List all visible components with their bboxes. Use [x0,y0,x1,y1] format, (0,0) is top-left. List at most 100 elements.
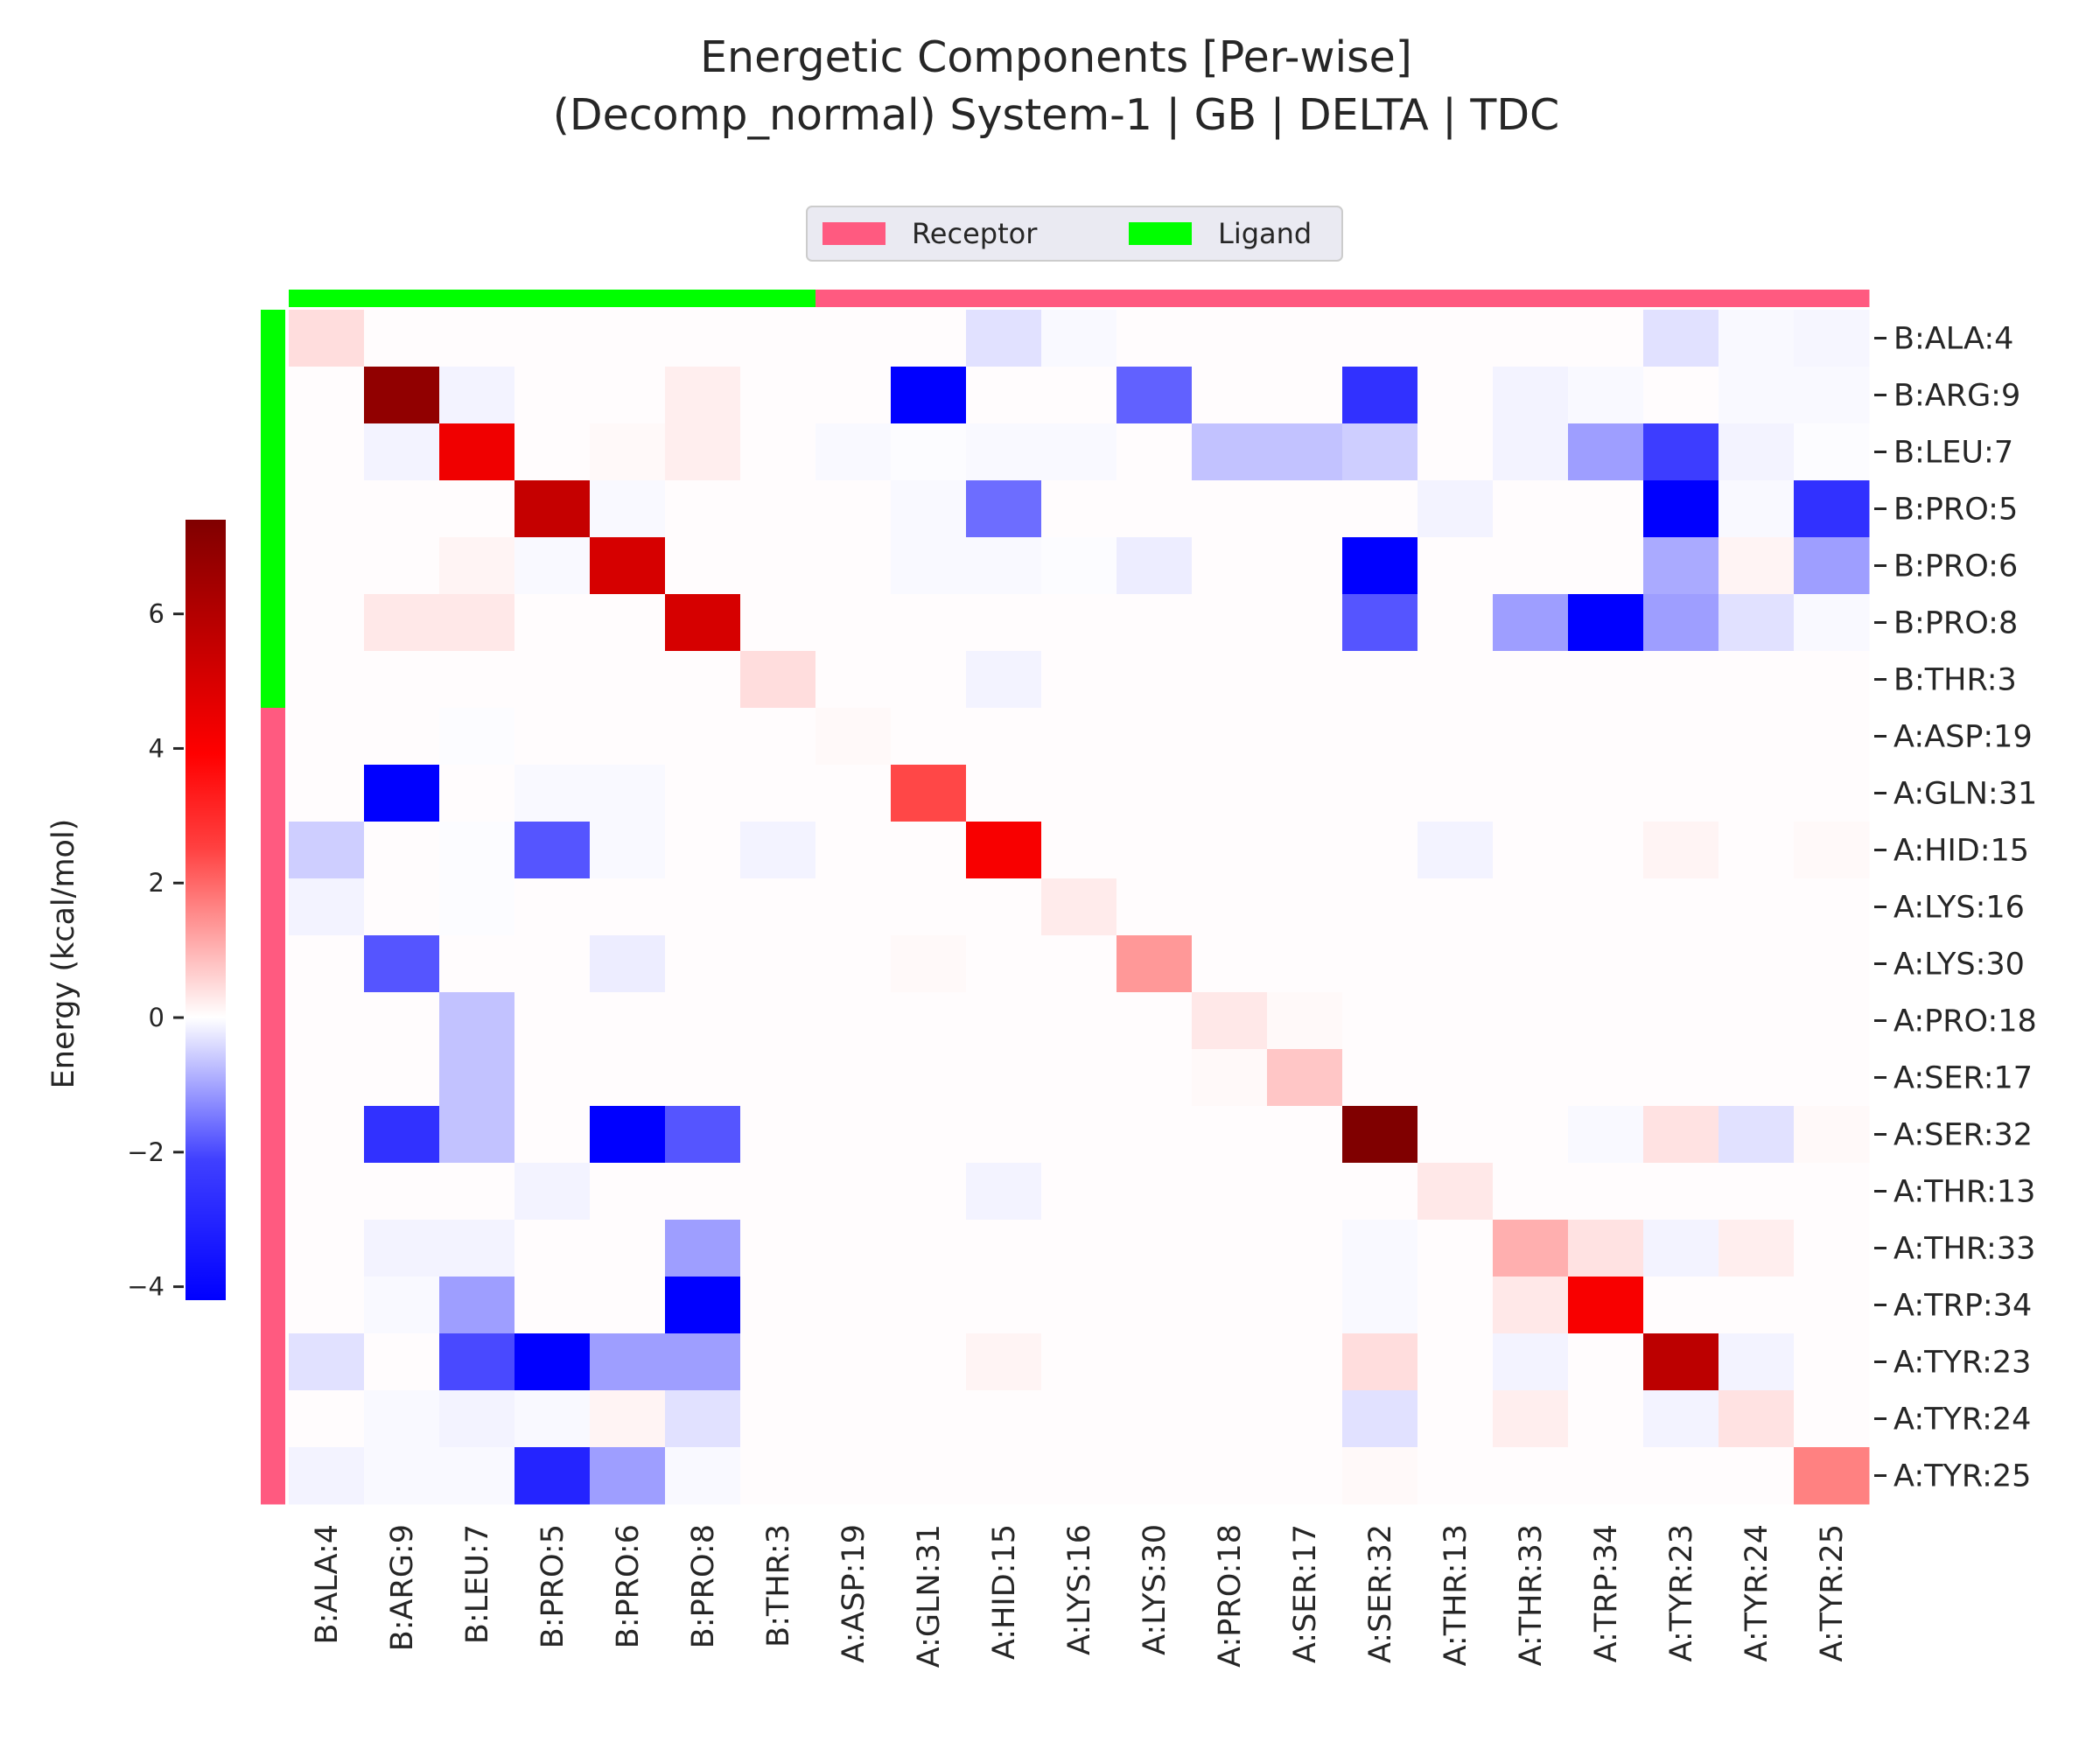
heatmap-cell [1568,935,1644,993]
heatmap-cell [740,367,816,424]
heatmap-cell [816,537,892,595]
heatmap-cell [1568,1106,1644,1164]
heatmap-cell [891,367,967,424]
heatmap-cell [740,1333,816,1391]
heatmap-cell [665,1277,741,1334]
row-label: A:LYS:30 [1894,948,2025,983]
heatmap-cell [289,822,365,879]
column-label: A:LYS:30 [1138,1524,1172,1655]
heatmap-cell [1493,1049,1569,1107]
heatmap-cell [1568,992,1644,1050]
heatmap-cell [816,594,892,652]
heatmap-cell [1418,594,1494,652]
row-group-marker [261,1447,285,1505]
heatmap-cell [1718,935,1795,993]
colorbar-tick-label: −4 [127,1272,164,1302]
heatmap-cell [1041,878,1117,936]
heatmap-cell [1192,935,1268,993]
column-group-marker [1718,290,1795,307]
heatmap-cell [514,992,591,1050]
heatmap-cell [740,1106,816,1164]
heatmap-cell [1643,1163,1719,1221]
heatmap-cell [1116,480,1193,538]
heatmap-cell [364,935,440,993]
heatmap-cell [665,1163,741,1221]
heatmap-cell [1794,992,1870,1050]
heatmap-cell [289,480,365,538]
heatmap-cell [364,1106,440,1164]
heatmap-cell [1643,594,1719,652]
heatmap-cell [1116,594,1193,652]
heatmap-cell [364,1333,440,1391]
heatmap-cell [740,1277,816,1334]
heatmap-cell [1418,1220,1494,1277]
heatmap-cell [1493,480,1569,538]
heatmap-cell [1418,1106,1494,1164]
heatmap-cell [1192,594,1268,652]
heatmap-cell [1493,822,1569,879]
heatmap-cell [439,1049,515,1107]
heatmap-cell [364,423,440,481]
heatmap-cell [1342,423,1418,481]
heatmap-cell [1342,537,1418,595]
row-group-marker [261,1106,285,1164]
heatmap-cell [966,480,1042,538]
heatmap-cell [1418,1447,1494,1505]
row-group-marker [261,423,285,481]
heatmap-cell [514,708,591,766]
heatmap-cell [665,423,741,481]
heatmap-cell [1718,367,1795,424]
heatmap-cell [665,594,741,652]
heatmap-cell [966,935,1042,993]
heatmap-cell [1794,1106,1870,1164]
heatmap-cell [665,1333,741,1391]
heatmap-cell [514,1163,591,1221]
column-label: A:SER:32 [1363,1524,1398,1663]
heatmap-cell [1493,423,1569,481]
heatmap-cell [1568,1049,1644,1107]
heatmap-cell [1041,822,1117,879]
heatmap-cell [665,651,741,709]
column-label: B:ARG:9 [385,1524,420,1651]
heatmap-cell [514,765,591,822]
heatmap-cell [966,708,1042,766]
heatmap-cell [1342,1049,1418,1107]
heatmap-cell [1192,878,1268,936]
legend-label-ligand: Ligand [1218,217,1312,250]
row-group-marker [261,992,285,1050]
heatmap-cell [1718,1390,1795,1448]
heatmap-cell [1493,1106,1569,1164]
heatmap-cell [590,822,666,879]
heatmap-cell [816,1106,892,1164]
row-group-marker [261,822,285,879]
heatmap-cell [364,1220,440,1277]
heatmap-cell [1267,367,1343,424]
heatmap-cell [590,1220,666,1277]
heatmap-cell [1041,367,1117,424]
heatmap-cell [665,878,741,936]
column-label: A:ASP:19 [836,1524,872,1663]
column-label: A:THR:33 [1514,1524,1549,1666]
heatmap-cell [289,1333,365,1391]
heatmap-cell [1041,1333,1117,1391]
heatmap-cell [1116,1333,1193,1391]
heatmap-cell [1192,1049,1268,1107]
heatmap-cell [1041,1447,1117,1505]
row-label: A:GLN:31 [1894,777,2037,812]
heatmap-cell [1342,708,1418,766]
column-label: B:PRO:5 [536,1524,570,1648]
heatmap-cell [1718,822,1795,879]
heatmap-cell [289,537,365,595]
heatmap-cell [1041,1049,1117,1107]
heatmap-cell [1192,708,1268,766]
heatmap-cell [1267,1447,1343,1505]
heatmap-cell [1418,367,1494,424]
heatmap-cell [1643,1333,1719,1391]
row-group-marker [261,935,285,993]
heatmap-cell [1718,878,1795,936]
heatmap-cell [514,878,591,936]
heatmap-cell [590,1049,666,1107]
heatmap-cell [1342,878,1418,936]
heatmap-cell [1718,765,1795,822]
heatmap-cell [891,594,967,652]
